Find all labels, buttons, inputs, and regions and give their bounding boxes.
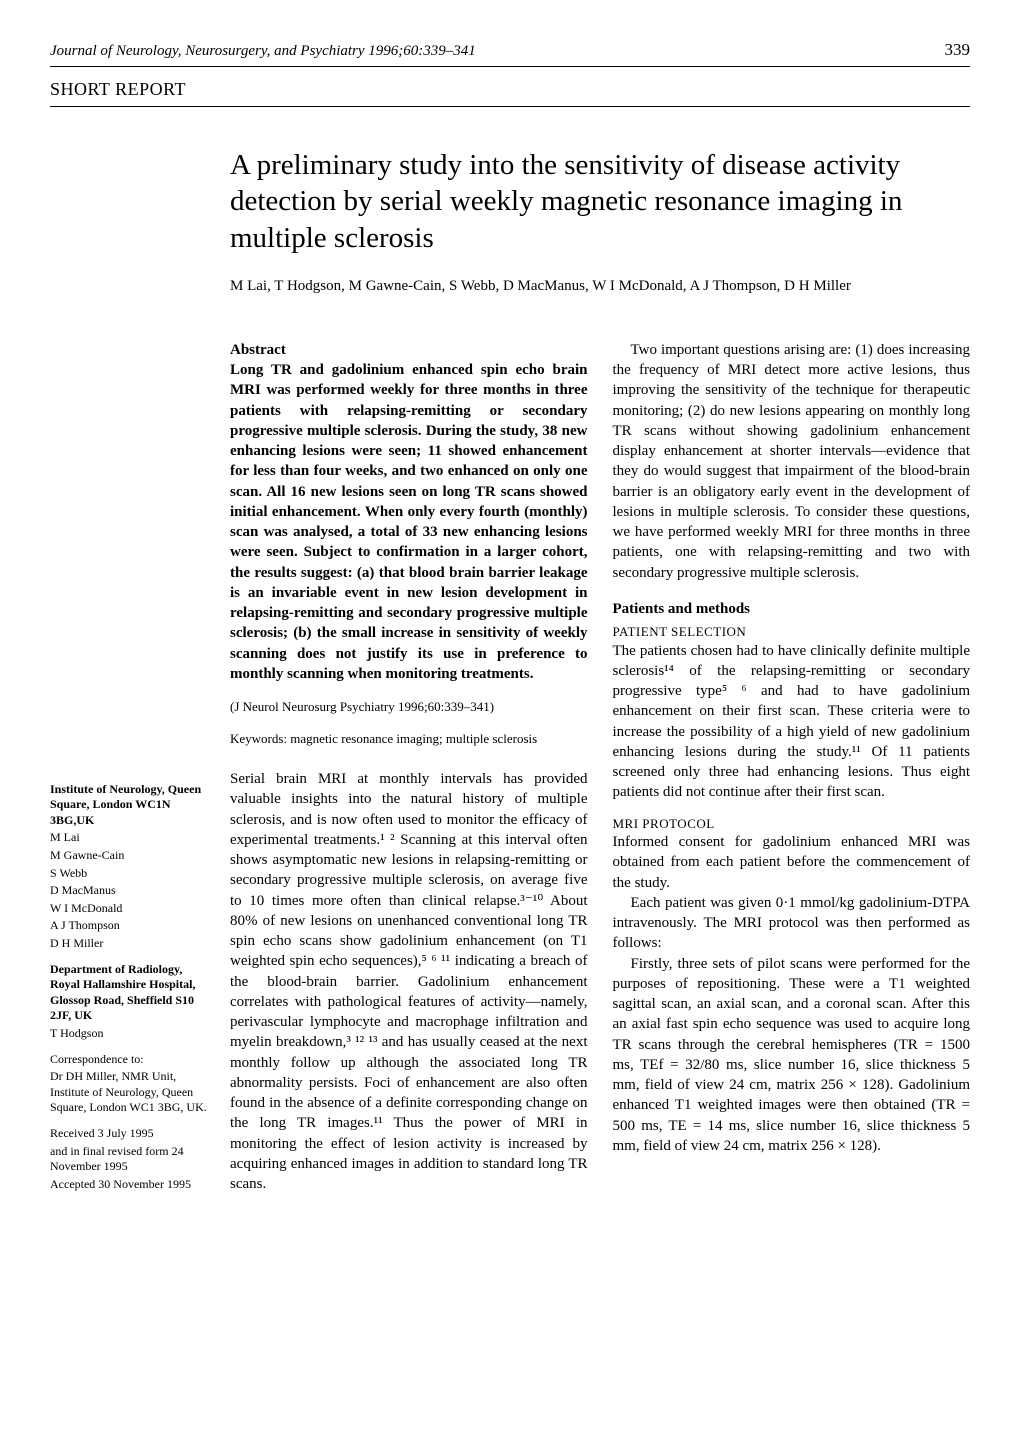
affiliation-author: D MacManus xyxy=(50,883,215,899)
affiliation-author: A J Thompson xyxy=(50,918,215,934)
section-label: SHORT REPORT xyxy=(50,79,970,100)
running-header: Journal of Neurology, Neurosurgery, and … xyxy=(50,40,970,60)
affiliation-author: M Gawne-Cain xyxy=(50,848,215,864)
patient-selection-heading: PATIENT SELECTION xyxy=(613,623,971,641)
top-rule xyxy=(50,66,970,67)
affiliation-institute-1: Institute of Neurology, Queen Square, Lo… xyxy=(50,782,215,829)
affiliation-column: Institute of Neurology, Queen Square, Lo… xyxy=(50,147,230,1194)
patient-selection-body: The patients chosen had to have clinical… xyxy=(613,641,971,803)
keywords: Keywords: magnetic resonance imaging; mu… xyxy=(230,730,588,748)
mri-protocol-p2: Each patient was given 0·1 mmol/kg gadol… xyxy=(613,893,971,954)
section-rule xyxy=(50,106,970,107)
affiliation-institute-2: Department of Radiology, Royal Hallamshi… xyxy=(50,962,215,1024)
intro-paragraph-1: Serial brain MRI at monthly intervals ha… xyxy=(230,769,588,1194)
mri-protocol-p3: Firstly, three sets of pilot scans were … xyxy=(613,954,971,1157)
inline-citation: (J Neurol Neurosurg Psychiatry 1996;60:3… xyxy=(230,698,588,716)
journal-citation: Journal of Neurology, Neurosurgery, and … xyxy=(50,43,476,60)
page-number: 339 xyxy=(945,40,971,60)
affiliation-author: W I McDonald xyxy=(50,901,215,917)
affiliation-author: M Lai xyxy=(50,830,215,846)
abstract-heading: Abstract xyxy=(230,340,588,360)
article-title: A preliminary study into the sensitivity… xyxy=(230,147,970,256)
received-date: Received 3 July 1995 xyxy=(50,1126,215,1142)
correspondence-body: Dr DH Miller, NMR Unit, Institute of Neu… xyxy=(50,1069,215,1116)
body-columns: Abstract Long TR and gadolinium enhanced… xyxy=(230,340,970,1195)
authors-line: M Lai, T Hodgson, M Gawne-Cain, S Webb, … xyxy=(230,278,970,295)
methods-heading: Patients and methods xyxy=(613,599,971,619)
mri-protocol-p1: Informed consent for gadolinium enhanced… xyxy=(613,832,971,893)
accepted-date: Accepted 30 November 1995 xyxy=(50,1177,215,1193)
abstract-body: Long TR and gadolinium enhanced spin ech… xyxy=(230,360,588,684)
revised-date: and in final revised form 24 November 19… xyxy=(50,1144,215,1175)
affiliation-author: T Hodgson xyxy=(50,1026,215,1042)
intro-paragraph-2: Two important questions arising are: (1)… xyxy=(613,340,971,583)
mri-protocol-heading: MRI PROTOCOL xyxy=(613,815,971,833)
affiliation-author: S Webb xyxy=(50,866,215,882)
affiliation-author: D H Miller xyxy=(50,936,215,952)
correspondence-label: Correspondence to: xyxy=(50,1052,215,1068)
